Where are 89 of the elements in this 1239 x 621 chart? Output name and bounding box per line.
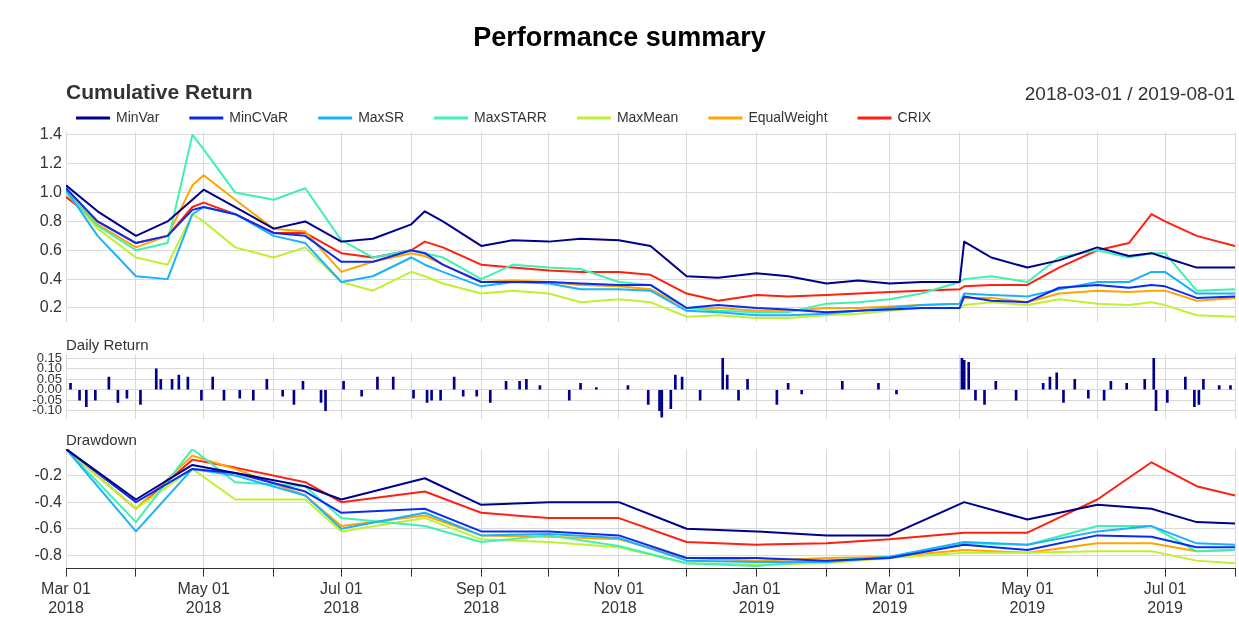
x-tick-label: Jan 01 2019 bbox=[732, 579, 781, 616]
bar bbox=[376, 376, 379, 390]
y-tick-label: -0.4 bbox=[34, 492, 63, 510]
legend-label: MinCVaR bbox=[229, 108, 289, 125]
y-tick-label: 1.4 bbox=[39, 125, 63, 143]
x-tick-label: May 01 2018 bbox=[177, 579, 230, 616]
legend-label: EqualWeight bbox=[748, 108, 828, 125]
bar bbox=[983, 389, 986, 405]
text: 2018-03-01 / 2019-08-01 bbox=[1024, 82, 1235, 104]
bar bbox=[360, 389, 363, 397]
x-tick-label: Mar 01 2019 bbox=[864, 579, 915, 616]
y-tick-label: 1.0 bbox=[39, 182, 63, 200]
bar bbox=[1229, 385, 1232, 390]
bar bbox=[800, 389, 804, 395]
bar bbox=[673, 374, 677, 390]
bar bbox=[1041, 383, 1045, 390]
bar bbox=[595, 387, 598, 390]
bar bbox=[391, 376, 395, 390]
bar bbox=[746, 378, 749, 390]
bar bbox=[412, 389, 415, 399]
x-tick-label: Jul 01 2018 bbox=[319, 579, 363, 616]
bar bbox=[725, 374, 729, 390]
bar bbox=[525, 378, 528, 390]
bar bbox=[579, 383, 582, 390]
bar bbox=[324, 389, 327, 412]
bar bbox=[461, 389, 465, 397]
bar bbox=[1202, 378, 1205, 390]
legend-label: MaxMean bbox=[616, 108, 679, 125]
bar bbox=[154, 368, 158, 390]
y-tick-label: -0.8 bbox=[34, 545, 63, 563]
y-tick-label: 0.2 bbox=[39, 298, 63, 316]
bar bbox=[94, 389, 97, 401]
x-tick-label: Sep 01 2018 bbox=[455, 579, 507, 616]
bar bbox=[660, 389, 664, 418]
bar bbox=[1152, 357, 1156, 390]
bar bbox=[342, 381, 345, 390]
chart-title: Drawdown bbox=[66, 430, 137, 448]
bar bbox=[1055, 372, 1059, 390]
bar bbox=[1217, 385, 1221, 390]
bar bbox=[488, 389, 492, 403]
y-tick-label: 1.2 bbox=[39, 154, 63, 172]
bar bbox=[1073, 378, 1077, 390]
bar bbox=[200, 389, 203, 401]
bar bbox=[877, 383, 880, 390]
bar bbox=[211, 376, 215, 390]
bar bbox=[238, 389, 242, 399]
bar bbox=[895, 389, 898, 395]
bar bbox=[1086, 389, 1090, 399]
bar bbox=[994, 381, 998, 390]
y-tick-label: -0.6 bbox=[34, 519, 63, 537]
bar bbox=[1062, 389, 1065, 403]
x-tick-label: Jul 01 2019 bbox=[1143, 579, 1187, 616]
bar bbox=[1125, 383, 1129, 390]
bar bbox=[967, 362, 971, 390]
y-tick-label: 0.6 bbox=[39, 240, 63, 258]
bar bbox=[251, 389, 255, 401]
bar bbox=[281, 389, 284, 397]
bar bbox=[737, 389, 740, 401]
legend-label: CRIX bbox=[897, 108, 932, 125]
bar bbox=[1143, 378, 1147, 390]
bar bbox=[475, 389, 479, 397]
legend-label: MaxSR bbox=[358, 108, 405, 125]
bar bbox=[518, 381, 521, 390]
chart-subtitle: Cumulative Return bbox=[66, 80, 253, 104]
bar bbox=[139, 389, 142, 405]
bar bbox=[1184, 376, 1187, 390]
legend-label: MinVar bbox=[116, 108, 160, 125]
x-tick-label: Mar 01 2018 bbox=[41, 579, 91, 616]
x-tick-label: Nov 01 2018 bbox=[593, 579, 645, 616]
bar bbox=[439, 389, 442, 401]
bar bbox=[69, 383, 72, 390]
bar bbox=[669, 389, 673, 410]
bar bbox=[567, 389, 571, 401]
bar bbox=[84, 389, 88, 407]
legend-label: MaxSTARR bbox=[474, 108, 547, 125]
bar bbox=[430, 389, 433, 401]
bar bbox=[840, 381, 844, 390]
bar bbox=[1165, 389, 1169, 403]
bar bbox=[646, 389, 650, 405]
chart-title: Performance summary bbox=[472, 21, 767, 54]
x-tick-label: May 01 2019 bbox=[1001, 579, 1054, 616]
bar bbox=[1193, 389, 1196, 407]
bar bbox=[721, 357, 725, 390]
y-tick-label: 0.8 bbox=[39, 211, 63, 229]
bar bbox=[78, 389, 81, 401]
chart-title: Daily Return bbox=[66, 335, 149, 353]
y-tick-label: 0.4 bbox=[39, 269, 63, 287]
bar bbox=[974, 389, 977, 401]
y-tick-label: -0.2 bbox=[34, 465, 63, 483]
